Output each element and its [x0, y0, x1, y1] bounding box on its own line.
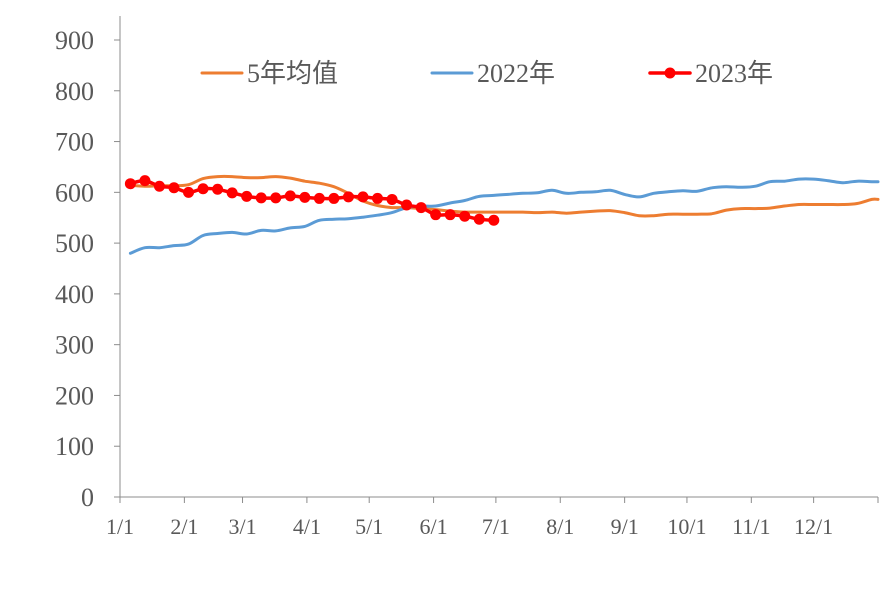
- data-point: [313, 192, 325, 204]
- data-point: [124, 178, 136, 190]
- data-point: [372, 192, 384, 204]
- x-tick-label: 2/1: [170, 514, 198, 539]
- x-tick-label: 5/1: [355, 514, 383, 539]
- x-tick-label: 6/1: [420, 514, 448, 539]
- y-tick-label: 500: [55, 229, 94, 258]
- data-point: [328, 192, 340, 204]
- y-tick-label: 400: [55, 280, 94, 309]
- data-point: [488, 214, 500, 226]
- legend: 5年均值 2022年 2023年: [200, 59, 773, 88]
- series-2: [124, 175, 500, 226]
- legend-label: 2023年: [695, 59, 773, 88]
- data-point: [197, 183, 209, 195]
- data-point: [255, 192, 267, 204]
- legend-marker: [664, 67, 676, 79]
- y-tick-label: 300: [55, 331, 94, 360]
- data-point: [153, 180, 165, 192]
- data-point: [342, 191, 354, 203]
- x-tick-label: 8/1: [546, 514, 574, 539]
- y-tick-label: 700: [55, 128, 94, 157]
- y-axis: 0 100 200 300 400 500 600 700 800 900: [55, 16, 121, 512]
- data-point: [168, 182, 180, 194]
- data-point: [357, 191, 369, 203]
- x-tick-label: 11/1: [732, 514, 770, 539]
- data-point: [183, 186, 195, 198]
- data-point: [284, 190, 296, 202]
- legend-item: 2023年: [648, 59, 773, 88]
- y-tick-label: 200: [55, 381, 94, 410]
- data-point: [299, 191, 311, 203]
- data-point: [444, 209, 456, 221]
- x-tick-label: 7/1: [482, 514, 510, 539]
- x-tick-label: 12/1: [794, 514, 833, 539]
- y-tick-label: 0: [81, 483, 94, 512]
- legend-label: 2022年: [477, 59, 555, 88]
- series-1: [128, 177, 880, 255]
- plot-series: [124, 174, 880, 255]
- data-point: [139, 175, 151, 187]
- series-0: [128, 174, 880, 218]
- data-point: [401, 199, 413, 211]
- data-point: [386, 193, 398, 205]
- data-point: [226, 187, 238, 199]
- series-line: [128, 174, 880, 218]
- legend-item: 5年均值: [200, 59, 338, 88]
- y-tick-label: 900: [55, 26, 94, 55]
- data-point: [415, 202, 427, 214]
- y-tick-label: 600: [55, 178, 94, 207]
- series-line: [128, 177, 880, 255]
- y-tick-label: 800: [55, 77, 94, 106]
- legend-item: 2022年: [430, 59, 555, 88]
- data-point: [270, 192, 282, 204]
- data-point: [459, 210, 471, 222]
- legend-label: 5年均值: [247, 59, 338, 88]
- data-point: [430, 209, 442, 221]
- x-tick-label: 10/1: [667, 514, 706, 539]
- x-tick-label: 3/1: [228, 514, 256, 539]
- y-tick-label: 100: [55, 432, 94, 461]
- data-point: [212, 183, 224, 195]
- x-axis: 1/1 2/1 3/1 4/1 5/1 6/1 7/1 8/1 9/1 10/1 11/1 12/1: [106, 496, 879, 539]
- x-tick-label: 1/1: [106, 514, 134, 539]
- x-tick-label: 4/1: [293, 514, 321, 539]
- data-point: [241, 190, 253, 202]
- data-point: [473, 213, 485, 225]
- x-tick-label: 9/1: [611, 514, 639, 539]
